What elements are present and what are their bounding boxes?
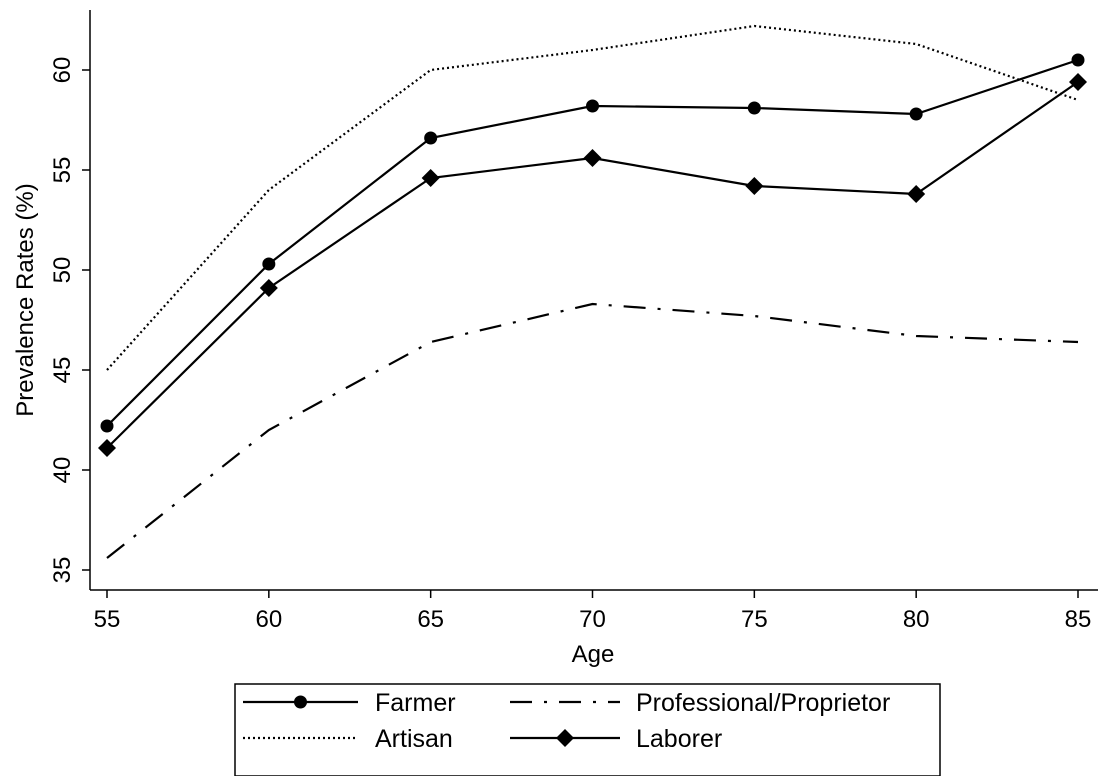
legend-label-farmer: Farmer: [375, 689, 456, 717]
data-point-farmer: [747, 101, 761, 115]
data-point-laborer: [745, 177, 764, 195]
x-tick-label: 85: [1065, 606, 1092, 633]
y-tick-label: 55: [49, 157, 76, 184]
y-tick-label: 45: [49, 357, 76, 384]
x-tick-label: 70: [579, 606, 606, 633]
legend-label-laborer: Laborer: [636, 725, 722, 753]
series-farmer: [100, 53, 1085, 433]
legend-box: [234, 683, 941, 776]
data-point-laborer: [907, 185, 926, 203]
data-point-farmer: [424, 131, 438, 145]
data-point-farmer: [100, 419, 114, 433]
series-line-laborer: [106, 81, 1079, 449]
y-tick-label: 40: [49, 457, 76, 484]
y-ticks: 35 40 45 50 55 60: [49, 57, 90, 584]
y-axis-title: Prevalence Rates (%): [12, 183, 39, 416]
legend-label-professional-proprietor: Professional/Proprietor: [636, 689, 890, 717]
series-line-artisan: [106, 24, 1079, 371]
y-tick-label: 50: [49, 257, 76, 284]
legend-marker-farmer: [294, 695, 307, 709]
series-artisan: [106, 24, 1079, 371]
legend: Farmer Professional/Proprietor Artisan Labo…: [234, 683, 941, 776]
data-point-laborer: [421, 169, 440, 187]
series-line-farmer: [106, 58, 1079, 427]
series-group: [98, 24, 1087, 559]
y-tick-label: 60: [49, 57, 76, 84]
series-line-professional-proprietor: [106, 302, 1079, 559]
legend-marker-laborer: [556, 729, 574, 747]
x-tick-label: 80: [903, 606, 930, 633]
x-tick-label: 60: [255, 606, 282, 633]
data-point-farmer: [262, 257, 276, 271]
series-professional-proprietor: [106, 302, 1079, 559]
x-ticks: 55 60 65 70 75 80 85: [94, 590, 1092, 633]
data-point-laborer: [583, 149, 602, 167]
x-tick-label: 55: [94, 606, 121, 633]
data-point-farmer: [1071, 53, 1085, 67]
data-point-farmer: [909, 107, 923, 121]
x-axis-title: Age: [572, 641, 615, 668]
legend-label-artisan: Artisan: [375, 725, 453, 753]
x-tick-label: 75: [741, 606, 768, 633]
data-point-laborer: [1069, 73, 1087, 91]
axes: [89, 10, 1098, 591]
y-tick-label: 35: [49, 557, 76, 584]
x-tick-label: 65: [417, 606, 444, 633]
data-point-farmer: [586, 99, 599, 113]
series-laborer: [98, 73, 1087, 457]
data-point-laborer: [259, 279, 278, 297]
data-point-laborer: [98, 439, 116, 457]
